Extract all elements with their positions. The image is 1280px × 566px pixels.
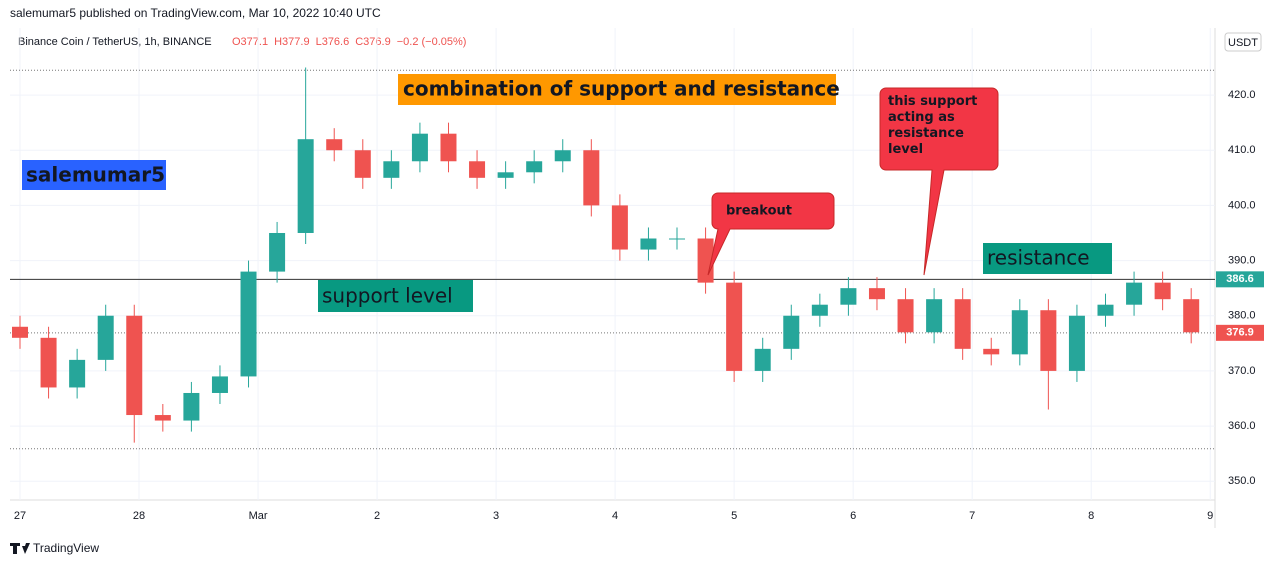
annotation: this support acting as resistance level bbox=[888, 94, 978, 157]
candle-body bbox=[240, 271, 257, 377]
annotation-box bbox=[318, 280, 473, 312]
candle-body bbox=[383, 161, 400, 178]
ohlc-value: O377.1 bbox=[232, 36, 268, 48]
x-tick-label: 4 bbox=[612, 510, 618, 522]
x-tick-label: 5 bbox=[731, 510, 737, 522]
y-tick-label: 420.0 bbox=[1228, 89, 1256, 101]
candle-body bbox=[354, 150, 371, 178]
candle-body bbox=[183, 392, 200, 421]
x-tick-label: 3 bbox=[493, 510, 499, 522]
x-tick-label: 27 bbox=[14, 510, 26, 522]
candle-body bbox=[40, 337, 57, 388]
candle-body bbox=[526, 161, 543, 173]
candle-body bbox=[926, 299, 943, 333]
currency: USDT bbox=[1228, 37, 1258, 49]
ohlc-value: −0.2 (−0.05%) bbox=[397, 36, 467, 48]
price-tag bbox=[1216, 271, 1264, 288]
candle-body bbox=[983, 348, 1000, 355]
candle-body bbox=[269, 232, 286, 272]
candle-body bbox=[840, 288, 857, 305]
price-tag-label: 386.6 bbox=[1226, 273, 1254, 285]
candle-body bbox=[211, 376, 228, 393]
annotation-box bbox=[398, 74, 836, 105]
x-tick-label: 7 bbox=[969, 510, 975, 522]
candle-body bbox=[783, 315, 800, 349]
candle-body bbox=[754, 348, 771, 371]
price-tag-label: 376.9 bbox=[1226, 327, 1254, 339]
candle-body bbox=[868, 288, 885, 300]
candle-body bbox=[897, 299, 914, 333]
candle-body bbox=[1126, 282, 1143, 305]
brand: TradingView bbox=[33, 541, 99, 555]
candle-body bbox=[1068, 315, 1085, 371]
publisher: salemumar5 published on TradingView.com,… bbox=[10, 6, 381, 20]
candle-body bbox=[154, 415, 171, 421]
callout-text: this support acting as resistance level bbox=[888, 94, 978, 157]
candle-body bbox=[954, 299, 971, 349]
symbol: Binance Coin / TetherUS, 1h, BINANCE bbox=[18, 36, 212, 48]
candle-body bbox=[554, 150, 571, 162]
candle-body bbox=[1040, 310, 1057, 371]
annotation-box bbox=[983, 243, 1112, 274]
candle-body bbox=[640, 238, 657, 250]
x-tick-label: 6 bbox=[850, 510, 856, 522]
y-tick-label: 400.0 bbox=[1228, 199, 1256, 211]
annotation: combination of support and resistance bbox=[403, 77, 840, 101]
y-tick-label: 360.0 bbox=[1228, 420, 1256, 432]
annotation: salemumar5 bbox=[26, 163, 165, 187]
candle-body bbox=[1183, 299, 1200, 333]
y-tick-label: 350.0 bbox=[1228, 475, 1256, 487]
y-tick-label: 370.0 bbox=[1228, 365, 1256, 377]
ohlc-value: L376.6 bbox=[316, 36, 350, 48]
candle-body bbox=[583, 150, 600, 206]
candle-body bbox=[97, 315, 114, 360]
candle-body bbox=[69, 359, 86, 388]
candle-body bbox=[497, 172, 514, 178]
x-tick-label: 28 bbox=[133, 510, 145, 522]
ohlc-value: C376.9 bbox=[355, 36, 390, 48]
candle-body bbox=[411, 133, 428, 162]
x-tick-label: Mar bbox=[249, 510, 268, 522]
candle-body bbox=[11, 326, 28, 338]
candle-body bbox=[440, 133, 457, 162]
candle-body bbox=[1154, 282, 1171, 300]
annotation: breakout bbox=[726, 204, 792, 219]
currency-button[interactable] bbox=[1224, 32, 1262, 52]
ohlc-value: H377.9 bbox=[274, 36, 309, 48]
callout bbox=[707, 192, 835, 276]
ohlc: O377.1 H377.9 L376.6 C376.9 −0.2 (−0.05%) bbox=[232, 36, 466, 48]
candle-body bbox=[126, 315, 143, 416]
candle-body bbox=[469, 161, 486, 178]
x-tick-label: 8 bbox=[1088, 510, 1094, 522]
y-tick-label: 410.0 bbox=[1228, 144, 1256, 156]
x-tick-label: 2 bbox=[374, 510, 380, 522]
y-tick-label: 390.0 bbox=[1228, 254, 1256, 266]
candle-body bbox=[811, 304, 828, 316]
candle-body bbox=[297, 139, 314, 233]
candle-body bbox=[326, 139, 343, 151]
annotations: salemumar5 combination of support and re… bbox=[22, 74, 1112, 312]
x-tick-label: 9 bbox=[1207, 510, 1213, 522]
annotation-box bbox=[22, 160, 166, 190]
y-tick-label: 380.0 bbox=[1228, 310, 1256, 322]
logo bbox=[10, 543, 30, 554]
candle-body bbox=[611, 205, 628, 250]
candle-body bbox=[726, 282, 743, 371]
annotation: resistance bbox=[987, 246, 1090, 270]
price-tag bbox=[1216, 324, 1264, 341]
candle-body bbox=[1097, 304, 1114, 316]
candle-body bbox=[669, 238, 686, 240]
callout bbox=[879, 87, 999, 276]
candle-body bbox=[1011, 310, 1028, 355]
annotation: support level bbox=[322, 284, 453, 308]
